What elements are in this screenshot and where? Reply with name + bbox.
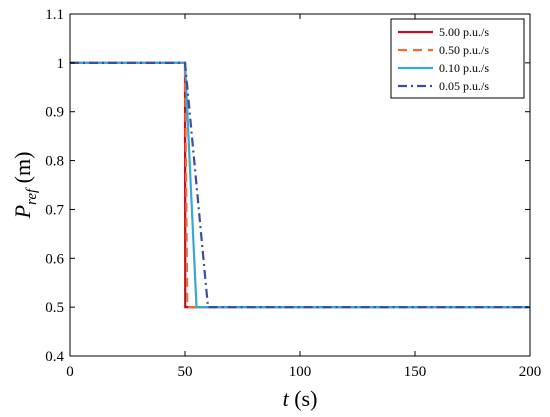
legend-label-2: 0.50 p.u./s: [439, 43, 489, 57]
x-tick-label: 100: [289, 364, 312, 380]
x-tick-label: 200: [519, 364, 542, 380]
legend: 5.00 p.u./s 0.50 p.u./s 0.10 p.u./s 0.05 p.…: [390, 18, 525, 99]
x-tick-label: 150: [404, 364, 427, 380]
x-tick-label: 50: [178, 364, 193, 380]
series-line-4: [70, 61, 530, 309]
x-tick-label: 0: [66, 364, 74, 380]
y-tick-label: 1: [57, 56, 65, 72]
x-axis-title: t (s): [283, 386, 318, 411]
y-tick-label: 0.7: [45, 202, 64, 218]
legend-label-4: 0.05 p.u./s: [439, 79, 489, 93]
legend-label-1: 5.00 p.u./s: [439, 25, 489, 39]
legend-label-3: 0.10 p.u./s: [439, 61, 489, 75]
series-layer: [70, 61, 530, 309]
y-tick-label: 0.4: [45, 349, 64, 365]
y-tick-label: 0.6: [45, 251, 64, 267]
y-tick-label: 0.8: [45, 154, 64, 170]
y-tick-label: 1.1: [45, 7, 64, 23]
y-tick-label: 0.9: [45, 105, 64, 121]
y-tick-label: 0.5: [45, 300, 64, 316]
y-axis-title: Pref (m): [10, 152, 40, 220]
tick-layer: 0 50 100 150 200 0.4 0.5 0.6 0.7 0.8 0.9 1 1.1: [45, 7, 541, 380]
